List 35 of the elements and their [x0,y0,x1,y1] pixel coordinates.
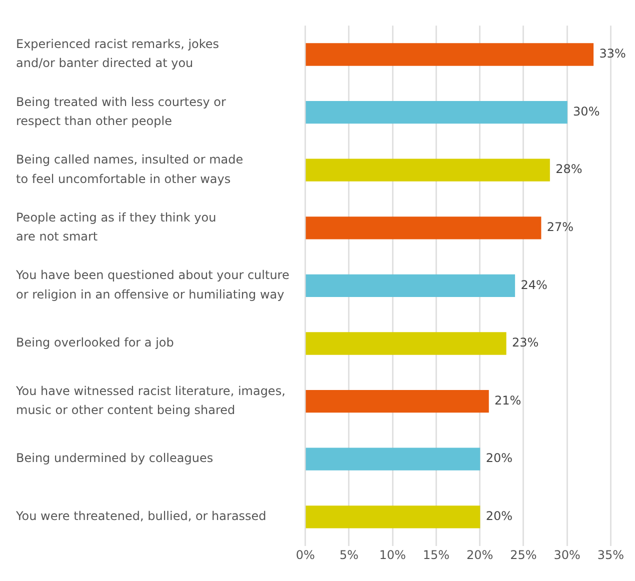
y-tick-label: Experienced racist remarks, jokes and/or banter directed at you [16,37,220,70]
y-tick-label: You have been questioned about your culture or religion in an offensive or humiliating way [15,268,290,302]
data-label: 23% [512,336,539,350]
y-tick-label: You were threatened, bullied, or harassed [15,509,266,524]
data-label: 20% [486,451,512,466]
bar [306,448,480,470]
bar [306,216,542,240]
x-tick-label: 10% [379,548,406,562]
x-tick-label: 15% [422,548,450,562]
x-tick-label: 35% [597,548,624,562]
bar [306,390,489,413]
bar [306,43,594,66]
data-label: 33% [599,46,626,61]
data-label: 21% [494,393,522,408]
x-tick-label: 5% [339,548,358,562]
x-tick-label: 25% [510,548,537,562]
bar [306,158,550,182]
y-tick-label: Being called names, insulted or made to feel uncomfortable in other ways [16,152,244,186]
x-tick-label: 20% [466,548,494,562]
data-label: 27% [546,220,574,234]
data-label: 24% [520,278,548,292]
y-tick-label: Being overlooked for a job [16,336,174,350]
y-tick-label: Being treated with less courtesy or respect than other people [16,94,226,128]
bar [306,332,506,355]
y-tick-label: Being undermined by colleagues [16,451,214,466]
data-label: 28% [556,162,582,176]
y-tick-label: You have witnessed racist literature, images, music or other content being shared [15,384,286,418]
x-tick-label: 30% [554,548,580,562]
y-tick-label: People acting as if they think you are not smart [16,210,216,244]
bar [306,506,480,528]
data-label: 30% [573,104,600,118]
data-label: 20% [486,509,512,524]
bar [306,274,516,298]
bar [306,100,568,124]
x-tick-label: 0% [296,548,315,562]
